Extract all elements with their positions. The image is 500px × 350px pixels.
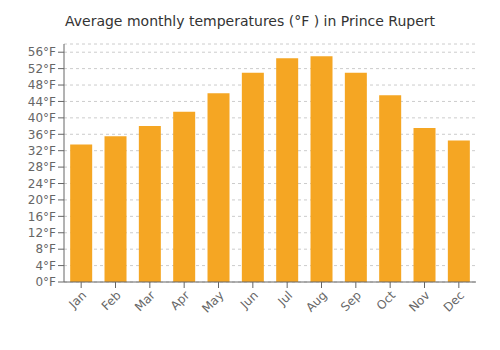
svg-text:56°F: 56°F — [28, 45, 56, 59]
svg-text:Jul: Jul — [274, 288, 295, 309]
svg-text:Sep: Sep — [338, 288, 364, 314]
svg-text:May: May — [199, 288, 226, 315]
svg-text:Jun: Jun — [237, 288, 261, 312]
svg-text:Apr: Apr — [168, 288, 193, 313]
svg-text:4°F: 4°F — [35, 259, 56, 273]
svg-text:28°F: 28°F — [28, 160, 56, 174]
svg-text:Nov: Nov — [406, 288, 432, 314]
svg-text:44°F: 44°F — [28, 95, 56, 109]
svg-text:24°F: 24°F — [28, 177, 56, 191]
svg-text:8°F: 8°F — [35, 242, 56, 256]
svg-text:0°F: 0°F — [35, 275, 56, 289]
svg-text:Mar: Mar — [132, 288, 158, 314]
svg-text:52°F: 52°F — [28, 62, 56, 76]
html-text:Average monthly temperatures (: Average monthly temperatures (°F ) in Pr… — [65, 13, 435, 29]
svg-text:16°F: 16°F — [28, 210, 56, 224]
svg-text:32°F: 32°F — [28, 144, 56, 158]
svg-text:Aug: Aug — [303, 288, 329, 314]
svg-text:48°F: 48°F — [28, 78, 56, 92]
svg-text:Oct: Oct — [374, 288, 399, 313]
svg-text:Feb: Feb — [99, 288, 124, 313]
svg-text:36°F: 36°F — [28, 128, 56, 142]
svg-text:40°F: 40°F — [28, 111, 56, 125]
svg-text:20°F: 20°F — [28, 193, 56, 207]
svg-text:12°F: 12°F — [28, 226, 56, 240]
svg-text:Jan: Jan — [66, 288, 90, 312]
svg-text:Dec: Dec — [441, 288, 467, 314]
